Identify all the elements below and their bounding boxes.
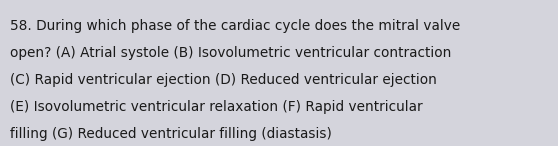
Text: 58. During which phase of the cardiac cycle does the mitral valve: 58. During which phase of the cardiac cy… <box>10 19 460 33</box>
Text: (E) Isovolumetric ventricular relaxation (F) Rapid ventricular: (E) Isovolumetric ventricular relaxation… <box>10 100 422 114</box>
Text: open? (A) Atrial systole (B) Isovolumetric ventricular contraction: open? (A) Atrial systole (B) Isovolumetr… <box>10 46 451 60</box>
Text: (C) Rapid ventricular ejection (D) Reduced ventricular ejection: (C) Rapid ventricular ejection (D) Reduc… <box>10 73 437 87</box>
Text: filling (G) Reduced ventricular filling (diastasis): filling (G) Reduced ventricular filling … <box>10 127 332 141</box>
